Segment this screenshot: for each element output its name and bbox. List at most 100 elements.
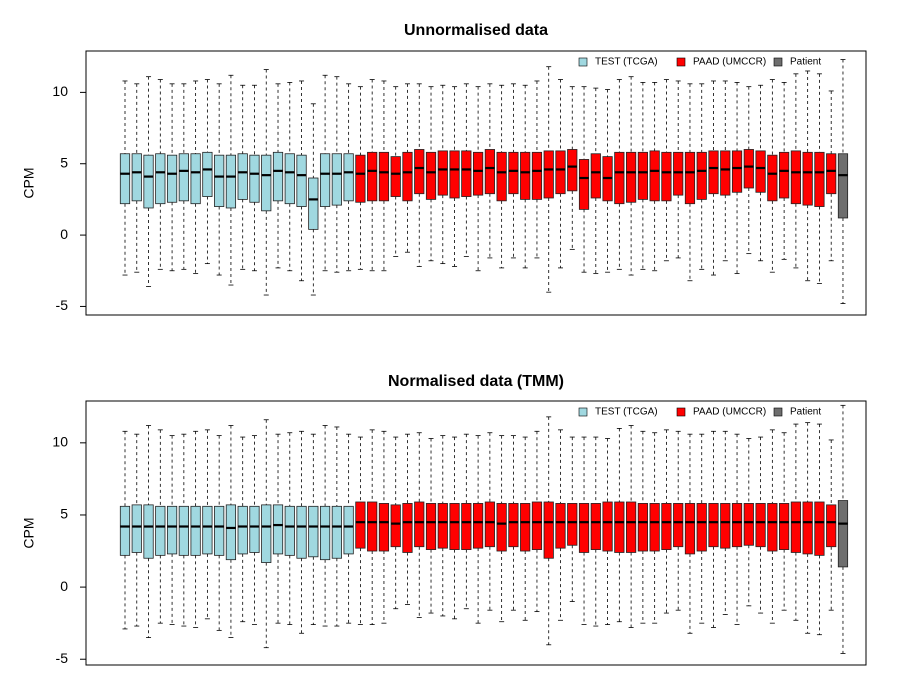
box	[214, 154, 225, 207]
box	[661, 503, 672, 550]
box	[743, 503, 754, 546]
box	[755, 150, 766, 193]
box	[626, 501, 637, 553]
box	[543, 150, 554, 199]
box	[814, 501, 825, 556]
box	[720, 503, 731, 549]
box	[272, 504, 284, 555]
box	[590, 503, 601, 550]
box	[684, 151, 696, 205]
box	[767, 503, 778, 552]
box	[531, 501, 543, 550]
box	[425, 503, 437, 550]
box	[296, 505, 307, 559]
box	[390, 504, 401, 548]
chart-title: Normalised data (TMM)	[388, 373, 564, 390]
box	[531, 151, 543, 200]
box	[520, 151, 531, 200]
box	[284, 153, 295, 205]
box	[508, 151, 519, 195]
box	[437, 150, 448, 196]
box	[637, 503, 648, 552]
box	[555, 150, 566, 195]
plot-frame-1	[85, 50, 867, 316]
box	[343, 505, 354, 555]
box	[378, 503, 390, 552]
legend-swatch	[676, 407, 686, 417]
box	[402, 151, 413, 202]
box	[837, 153, 849, 219]
box	[249, 505, 260, 553]
box	[484, 149, 495, 195]
legend-swatch	[578, 57, 588, 67]
box	[214, 505, 225, 556]
box	[355, 154, 366, 203]
box	[614, 151, 625, 205]
box	[626, 151, 637, 203]
y-tick-label: 10	[52, 83, 68, 99]
box	[472, 151, 484, 196]
box	[520, 503, 531, 552]
box	[449, 150, 460, 199]
box	[555, 503, 566, 549]
legend-swatch	[773, 57, 783, 67]
box	[684, 503, 696, 555]
box	[472, 503, 484, 549]
box	[225, 154, 237, 209]
box	[814, 151, 825, 207]
plot-frame-2	[85, 400, 867, 666]
box	[649, 503, 660, 552]
box	[355, 501, 366, 549]
box	[131, 153, 142, 202]
box	[602, 501, 613, 552]
box	[425, 151, 437, 200]
box	[390, 156, 401, 197]
box	[673, 151, 684, 196]
box	[449, 503, 460, 550]
box	[496, 151, 507, 202]
box	[178, 153, 189, 202]
box	[237, 153, 248, 200]
box	[543, 501, 554, 559]
box	[767, 154, 778, 202]
box	[155, 153, 166, 205]
box	[461, 503, 472, 550]
box	[826, 153, 837, 195]
box	[779, 503, 790, 550]
box	[414, 149, 425, 195]
box	[779, 151, 790, 199]
y-tick-label: 10	[52, 434, 68, 450]
box	[708, 150, 719, 195]
y-tick-label: 0	[60, 578, 68, 594]
box	[437, 503, 448, 549]
box	[755, 503, 766, 548]
box	[367, 501, 378, 552]
box	[673, 503, 684, 548]
box	[696, 151, 707, 200]
box	[826, 504, 837, 548]
box	[237, 505, 248, 555]
box	[119, 153, 131, 205]
box	[119, 505, 131, 556]
box	[319, 505, 331, 561]
legend-label: Patient	[790, 57, 821, 68]
y-tick-label: -5	[56, 297, 69, 313]
box	[802, 151, 813, 206]
box	[202, 505, 213, 555]
box	[331, 153, 342, 206]
box	[249, 154, 260, 203]
box	[378, 151, 390, 202]
y-tick-label: 5	[60, 506, 68, 522]
chart-title: Unnormalised data	[404, 22, 548, 39]
box	[319, 153, 331, 207]
box	[614, 501, 625, 553]
y-axis-label: CPM	[21, 517, 37, 548]
box	[261, 154, 272, 212]
box	[578, 503, 590, 553]
y-tick-label: 0	[60, 226, 68, 242]
legend-label: Patient	[790, 407, 821, 418]
y-tick-label: 5	[60, 154, 68, 170]
box	[155, 505, 166, 556]
box	[590, 153, 601, 199]
